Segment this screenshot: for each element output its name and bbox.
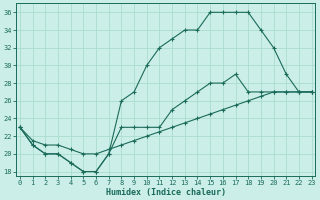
- X-axis label: Humidex (Indice chaleur): Humidex (Indice chaleur): [106, 188, 226, 197]
